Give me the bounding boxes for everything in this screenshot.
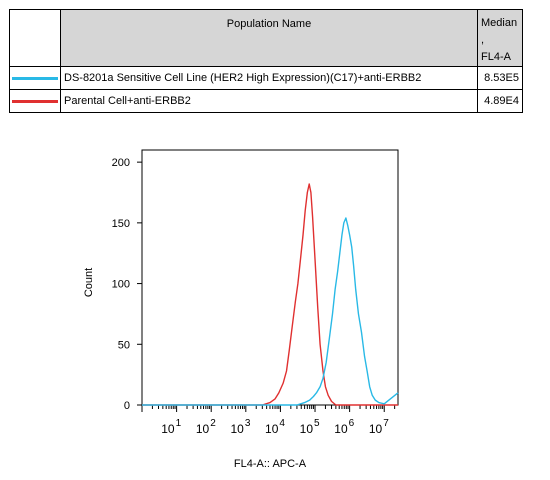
- x-tick-label: 10: [161, 422, 175, 436]
- series-line-0: [142, 183, 398, 406]
- x-tick-label-exponent: 6: [349, 418, 355, 429]
- legend-table: Population Name Median , FL4-A DS-8201a S…: [9, 9, 523, 113]
- legend-population-name: Parental Cell+anti-ERBB2: [60, 89, 478, 113]
- legend-swatch-line: [12, 99, 58, 103]
- median-header: Median , FL4-A: [477, 9, 523, 67]
- legend-swatch: [9, 66, 61, 90]
- x-tick-label-exponent: 7: [383, 418, 389, 429]
- x-tick-label-exponent: 4: [279, 418, 285, 429]
- legend-swatch: [9, 89, 61, 113]
- legend-swatch-line: [12, 76, 58, 80]
- x-axis-label: FL4-A:: APC-A: [234, 458, 307, 470]
- y-tick-label: 100: [112, 279, 130, 291]
- legend-median-value: 4.89E4: [477, 89, 523, 113]
- y-tick-label: 150: [112, 218, 130, 230]
- y-tick-label: 0: [124, 400, 130, 412]
- series-line-1: [142, 217, 399, 406]
- x-tick-label: 10: [230, 422, 244, 436]
- x-tick-label: 10: [300, 422, 314, 436]
- y-axis-label: Count: [83, 268, 95, 297]
- legend-swatch-header: [9, 9, 61, 67]
- legend-row: Parental Cell+anti-ERBB2 4.89E4: [9, 89, 523, 113]
- y-tick-label: 50: [118, 339, 130, 351]
- y-tick-label: 200: [112, 157, 130, 169]
- median-header-line1: Median ,: [481, 17, 518, 46]
- median-header-line2: FL4-A: [481, 51, 511, 63]
- plot-frame: [141, 149, 399, 406]
- x-tick-label: 10: [196, 422, 210, 436]
- x-tick-label-exponent: 5: [314, 418, 320, 429]
- x-tick-label: 10: [265, 422, 279, 436]
- x-tick-label-exponent: 1: [176, 418, 182, 429]
- x-tick-label-exponent: 3: [245, 418, 251, 429]
- x-tick-label: 10: [369, 422, 383, 436]
- x-tick-label-exponent: 2: [210, 418, 216, 429]
- x-tick-label: 10: [334, 422, 348, 436]
- legend-population-name: DS-8201a Sensitive Cell Line (HER2 High …: [60, 66, 478, 90]
